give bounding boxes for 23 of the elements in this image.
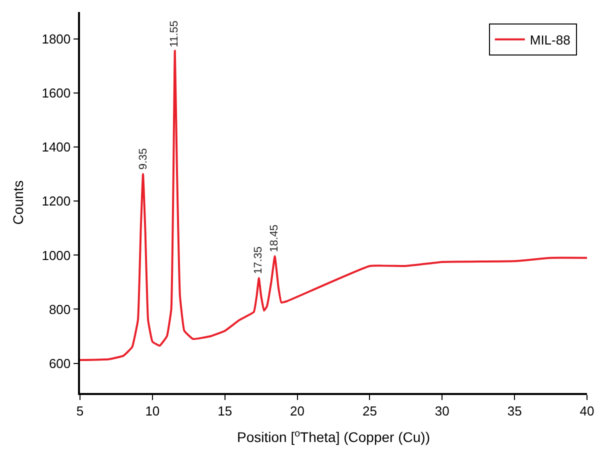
y-axis-title: Counts [10,180,26,225]
x-tick-label: 5 [76,403,84,418]
y-tick-label: 800 [48,302,71,317]
y-tick-label: 1600 [42,86,71,101]
annotation: 11.55 [168,20,180,48]
y-tick-label: 1400 [42,140,71,155]
y-tick-label: 1800 [42,32,71,47]
x-tick-label: 35 [507,403,522,418]
annotation: 17.35 [252,246,265,274]
y-tick-label: 1200 [42,194,71,209]
line-series [80,50,587,362]
x-tick-label: 20 [290,403,305,418]
x-tick-label: 30 [434,403,450,418]
x-tick-label: 25 [362,403,377,418]
x-tick-label: 10 [145,403,160,418]
annotation: 9.35 [137,148,150,170]
y-tick-label: 600 [48,356,71,371]
x-axis-title: Position [$^{o}$Theta] (Copper (Cu)) [237,428,430,446]
annotation: 18.45 [268,224,281,252]
legend-label: MIL-88 [530,32,570,48]
x-tick-label: 40 [580,403,594,418]
y-tick-label: 1000 [42,248,71,263]
x-tick-label: 15 [218,403,232,418]
